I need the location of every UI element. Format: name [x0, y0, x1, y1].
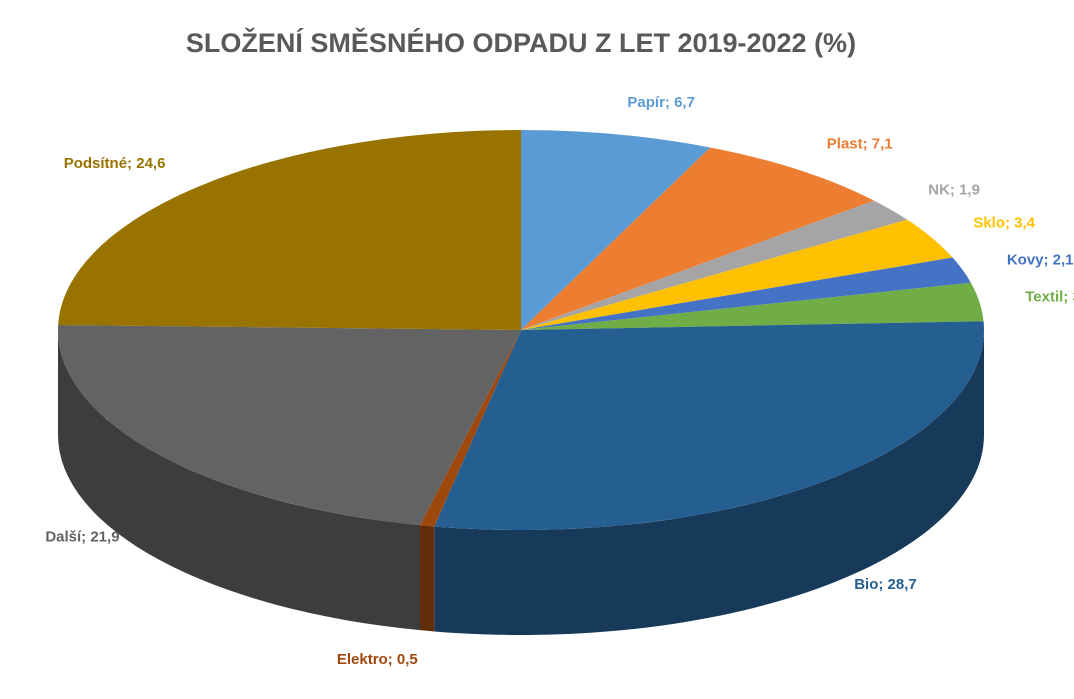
data-label: Plast; 7,1	[827, 135, 893, 152]
data-label: Podsítné; 24,6	[64, 155, 166, 172]
slice	[434, 321, 985, 530]
slice-side	[58, 330, 420, 631]
slice	[58, 324, 521, 526]
slice	[521, 219, 953, 330]
slice	[521, 130, 711, 330]
slice-side	[419, 525, 435, 632]
data-label: Sklo; 3,4	[973, 214, 1035, 231]
data-label: Elektro; 0,5	[337, 651, 418, 668]
data-label: Textil; 3,1	[1025, 288, 1074, 305]
slice	[521, 282, 984, 330]
data-label: Další; 21,9	[45, 528, 119, 545]
slice-side	[434, 330, 985, 635]
slice	[58, 130, 522, 330]
data-label: Papír; 6,7	[627, 94, 695, 111]
slice	[419, 330, 521, 527]
data-label: NK; 1,9	[928, 182, 980, 199]
chart-title: SLOŽENÍ SMĚSNÉHO ODPADU Z LET 2019-2022 …	[186, 27, 856, 58]
data-label: Kovy; 2,1	[1007, 251, 1074, 268]
data-label: Bio; 28,7	[854, 576, 917, 593]
slice	[521, 257, 971, 330]
slice	[521, 200, 908, 330]
slice	[521, 147, 875, 330]
